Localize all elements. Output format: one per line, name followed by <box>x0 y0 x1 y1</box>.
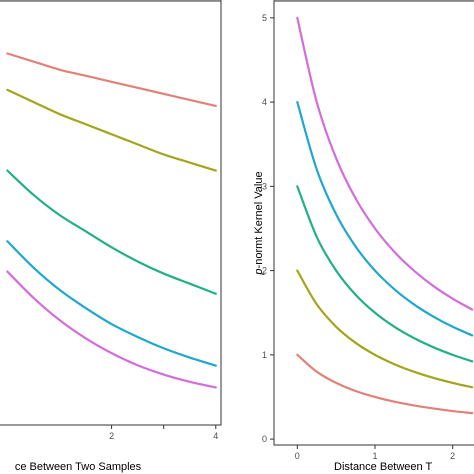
right-x-tick-label: 0 <box>295 451 300 461</box>
left-series-line-5 <box>6 270 217 389</box>
right-series-line-4 <box>296 101 474 337</box>
right-y-axis-title: p-normt Kernel Value <box>253 171 265 275</box>
right-x-tick-label: 1 <box>372 451 377 461</box>
left-panel-border <box>0 0 222 426</box>
left-series-line-3 <box>6 169 217 295</box>
left-series-line-4 <box>6 240 217 367</box>
right-y-tick-label: 3 <box>262 181 267 191</box>
right-panel-border <box>273 0 474 446</box>
left-series-group <box>6 52 217 389</box>
right-y-axis-title-rest: -normt Kernel Value <box>253 171 265 268</box>
left-x-tick-label: 2 <box>109 431 114 441</box>
right-y-tick-label: 4 <box>262 97 267 107</box>
right-series-line-2 <box>296 269 474 389</box>
right-series-line-5 <box>296 16 474 311</box>
right-y-tick-label: 1 <box>262 350 267 360</box>
right-x-axis-ticks: 0 1 2 <box>295 445 455 461</box>
left-x-tick-label: 4 <box>213 431 218 441</box>
right-y-tick-label: 2 <box>262 266 267 276</box>
right-y-tick-label: 5 <box>262 13 267 23</box>
right-y-tick-label: 0 <box>262 434 267 444</box>
left-series-line-1 <box>6 52 217 108</box>
right-y-axis-title-italic: p <box>253 268 265 275</box>
right-series-group <box>296 16 474 415</box>
right-chart-panel: 0 1 2 0 1 2 3 4 5 Distance Between T p-normt Ke… <box>253 0 474 473</box>
left-series-line-2 <box>6 88 217 172</box>
right-series-line-1 <box>296 353 474 415</box>
right-series-line-3 <box>296 185 474 363</box>
left-x-axis-title: ce Between Two Samples <box>15 461 142 473</box>
right-x-axis-title: Distance Between T <box>334 461 433 473</box>
right-y-axis-ticks: 0 1 2 3 4 5 <box>262 13 274 444</box>
right-x-tick-label: 2 <box>450 451 455 461</box>
